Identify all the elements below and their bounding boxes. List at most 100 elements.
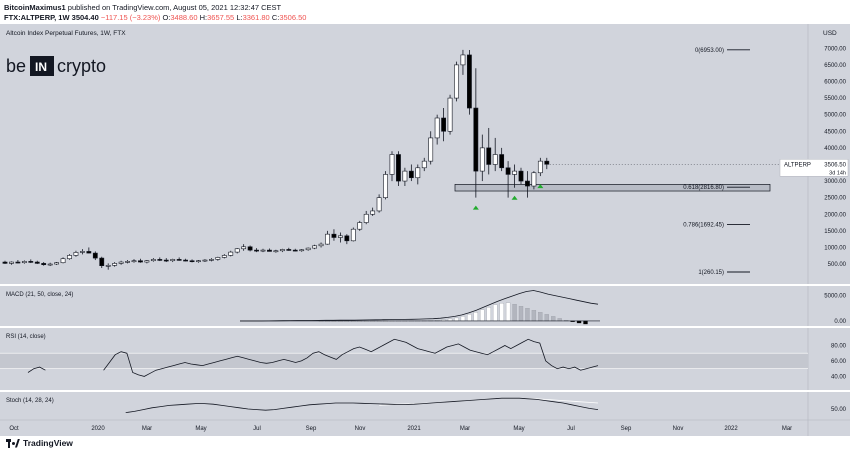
candle-body xyxy=(447,97,453,132)
time-tick-label: Sep xyxy=(621,426,632,432)
open-value: 3488.60 xyxy=(170,13,198,22)
candle-body xyxy=(505,167,511,175)
candle xyxy=(228,250,234,257)
publish-info: BitcoinMaximus1 published on TradingView… xyxy=(4,3,281,12)
time-tick-label: Sep xyxy=(306,426,317,432)
candle-body xyxy=(157,259,163,261)
candle xyxy=(318,242,324,248)
macd-hist-bar xyxy=(551,316,556,322)
rsi-tick-label: 60.00 xyxy=(831,359,847,365)
candle-body xyxy=(512,170,517,175)
candle xyxy=(80,249,85,255)
candle xyxy=(21,260,27,264)
candle-body xyxy=(54,262,59,265)
price-tick-label: 6500.00 xyxy=(824,63,846,69)
candle xyxy=(512,164,517,188)
time-scale-bg xyxy=(0,420,850,436)
candle xyxy=(144,260,150,264)
candle xyxy=(105,263,111,270)
time-tick-label: Nov xyxy=(673,426,684,432)
candle-body xyxy=(305,247,311,251)
candle xyxy=(163,258,169,263)
macd-tick-label: 5000.00 xyxy=(824,294,846,300)
open-label: O: xyxy=(162,13,171,22)
author-name[interactable]: BitcoinMaximus1 xyxy=(4,3,66,12)
candle xyxy=(486,127,492,175)
price-tick-label: 5500.00 xyxy=(824,96,846,102)
candle xyxy=(170,258,176,263)
candle xyxy=(299,249,305,252)
candle xyxy=(125,260,130,264)
close-label: C: xyxy=(271,13,280,22)
candle xyxy=(267,248,272,252)
last-price-countdown: 3d 14h xyxy=(829,170,846,176)
candle-body xyxy=(99,257,105,267)
candle xyxy=(389,151,395,182)
macd-hist-bar xyxy=(557,318,562,322)
price-tick-label: 5000.00 xyxy=(824,113,846,119)
stoch-indicator: 50.00 xyxy=(125,397,847,413)
candle xyxy=(279,248,285,253)
candle xyxy=(460,49,466,75)
candle-body xyxy=(363,213,369,223)
price-tick-label: 4000.00 xyxy=(824,146,846,152)
candle-body xyxy=(131,260,137,263)
candle-body xyxy=(202,259,208,262)
currency-label: USD xyxy=(823,30,837,37)
candle xyxy=(47,262,53,267)
time-tick-label: May xyxy=(195,426,206,432)
candle-body xyxy=(34,261,40,264)
last-price: 3504.40 xyxy=(71,13,99,22)
price-tick-label: 3000.00 xyxy=(824,179,846,185)
candle xyxy=(209,258,214,262)
time-tick-label: Mar xyxy=(142,426,152,432)
candle xyxy=(92,251,98,261)
fib-label: 1(260.15) xyxy=(698,270,724,276)
candle xyxy=(34,260,40,265)
candle-body xyxy=(73,252,79,256)
candle xyxy=(402,167,408,187)
candle-body xyxy=(241,246,247,250)
rsi-line xyxy=(27,338,599,377)
candle-body xyxy=(221,255,227,258)
logo-text-left: be xyxy=(6,56,26,76)
macd-hist-bar xyxy=(518,306,524,322)
candle-body xyxy=(41,263,47,266)
bounce-marker xyxy=(537,184,544,189)
price-change: −117.15 (−3.23%) xyxy=(100,13,161,22)
candle xyxy=(479,134,485,182)
candle xyxy=(350,227,356,242)
chart-area[interactable]: Altcoin Index Perpetual Futures, 1W, FTX… xyxy=(0,24,850,436)
candle-body xyxy=(28,261,34,263)
fib-label: 0.786(1692.45) xyxy=(683,222,724,228)
candle xyxy=(112,262,118,267)
candle-body xyxy=(267,249,272,252)
candle-body xyxy=(118,261,124,264)
candle xyxy=(441,108,446,142)
macd-hist-bar xyxy=(583,320,588,325)
last-price-box xyxy=(779,159,849,177)
low-value: 3361.80 xyxy=(242,13,270,22)
macd-hist-bar xyxy=(486,307,491,322)
last-price-label: ALTPERP 3506.50 3d 14h xyxy=(546,159,849,177)
stoch-pane-bg xyxy=(0,392,808,420)
candle-body xyxy=(460,54,466,66)
candle xyxy=(325,230,330,245)
rsi-title: RSI (14, close) xyxy=(6,334,46,340)
symbol-info: FTX:ALTPERP, 1W 3504.40 −117.15 (−3.23%)… xyxy=(4,13,306,22)
tradingview-footer: TradingView xyxy=(6,438,73,448)
macd-hist-bar xyxy=(467,314,472,322)
candle-body xyxy=(80,251,85,253)
candle xyxy=(344,234,350,245)
candle-body xyxy=(9,261,14,264)
candle-body xyxy=(150,259,156,262)
candle-body xyxy=(492,154,498,165)
candle-body xyxy=(337,235,343,238)
candle xyxy=(234,248,240,254)
candle xyxy=(408,164,414,182)
low-label: L: xyxy=(236,13,243,22)
candle-body xyxy=(189,260,195,263)
candle xyxy=(138,258,143,263)
candle xyxy=(9,261,14,265)
candle xyxy=(518,167,524,185)
